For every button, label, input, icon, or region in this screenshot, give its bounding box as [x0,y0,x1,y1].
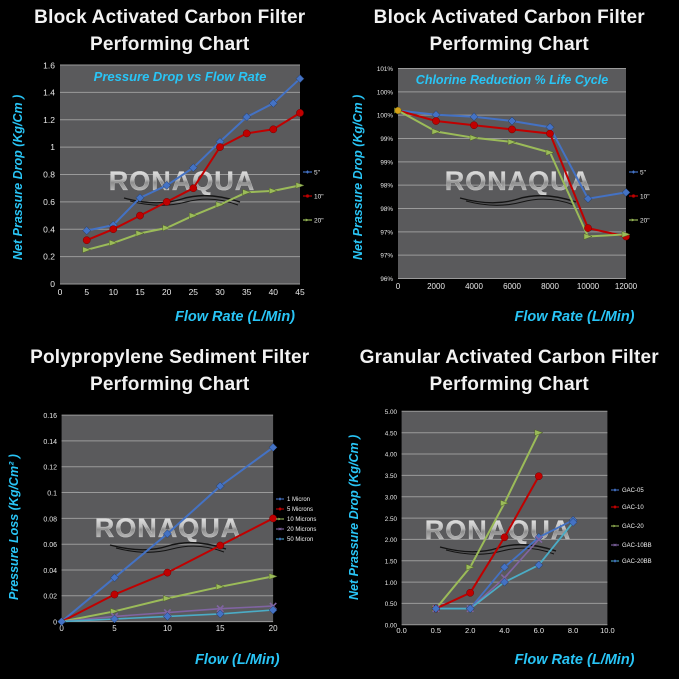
svg-text:0.0: 0.0 [396,626,406,635]
svg-text:99%: 99% [380,159,393,166]
svg-text:3.00: 3.00 [384,494,397,501]
svg-text:5": 5" [640,169,647,176]
svg-text:3.50: 3.50 [384,473,397,480]
svg-text:1: 1 [50,142,55,152]
svg-text:1.50: 1.50 [384,558,397,565]
svg-text:0.02: 0.02 [43,593,57,600]
svg-text:40: 40 [269,287,279,297]
svg-text:20: 20 [269,624,278,633]
svg-text:98%: 98% [380,206,393,213]
svg-text:6000: 6000 [503,282,521,291]
svg-text:15: 15 [135,287,145,297]
svg-text:99%: 99% [380,136,393,143]
svg-text:GAC-10BB: GAC-10BB [622,543,652,549]
svg-text:1.6: 1.6 [43,61,55,71]
svg-text:8.0: 8.0 [567,626,577,635]
svg-text:0: 0 [395,282,400,291]
svg-text:20": 20" [314,217,324,224]
svg-text:0.16: 0.16 [43,413,57,420]
svg-text:100%: 100% [376,113,393,120]
svg-text:12000: 12000 [614,282,637,291]
svg-text:97%: 97% [380,253,393,260]
svg-text:0.1: 0.1 [47,490,57,497]
svg-text:0.2: 0.2 [43,252,55,262]
svg-text:RONAQUA: RONAQUA [95,513,242,543]
svg-text:4.00: 4.00 [384,451,397,458]
svg-text:0.04: 0.04 [43,567,57,574]
svg-text:2.50: 2.50 [384,515,397,522]
svg-text:10 Microns: 10 Microns [287,517,316,523]
svg-text:5: 5 [112,624,117,633]
svg-text:96%: 96% [380,276,393,283]
svg-text:GAC-20BB: GAC-20BB [622,559,652,565]
svg-text:35: 35 [242,287,252,297]
svg-text:5": 5" [314,169,321,176]
svg-text:5 Microns: 5 Microns [287,507,313,513]
svg-text:0.6: 0.6 [43,197,55,207]
svg-text:0.4: 0.4 [43,224,55,234]
svg-text:Pressure Drop vs Flow Rate: Pressure Drop vs Flow Rate [94,69,267,84]
svg-text:0.08: 0.08 [43,516,57,523]
svg-text:45: 45 [295,287,305,297]
svg-text:2.0: 2.0 [464,626,474,635]
svg-text:0: 0 [53,619,57,626]
svg-text:1.00: 1.00 [384,579,397,586]
svg-text:Chlorine Reduction % Life Cycl: Chlorine Reduction % Life Cycle [415,73,607,87]
svg-text:8000: 8000 [541,282,559,291]
svg-text:2000: 2000 [427,282,445,291]
svg-text:0.8: 0.8 [43,170,55,180]
svg-text:50 Micron: 50 Micron [287,537,313,543]
svg-text:0.12: 0.12 [43,464,57,471]
svg-text:10: 10 [109,287,119,297]
svg-text:4.0: 4.0 [499,626,509,635]
svg-text:10": 10" [314,193,324,200]
svg-text:25: 25 [189,287,199,297]
svg-text:10000: 10000 [576,282,599,291]
svg-text:4.50: 4.50 [384,430,397,437]
svg-text:0.14: 0.14 [43,438,57,445]
svg-text:1.4: 1.4 [43,87,55,97]
svg-text:5: 5 [84,287,89,297]
svg-text:10.0: 10.0 [600,626,615,635]
svg-text:GAC-10: GAC-10 [622,505,644,511]
svg-text:2.00: 2.00 [384,537,397,544]
svg-text:1.2: 1.2 [43,115,55,125]
svg-text:0.5: 0.5 [430,626,440,635]
svg-text:6.0: 6.0 [533,626,543,635]
svg-text:0: 0 [58,287,63,297]
svg-text:0.06: 0.06 [43,542,57,549]
svg-text:5.00: 5.00 [384,409,397,416]
svg-text:98%: 98% [380,183,393,190]
svg-text:0: 0 [50,279,55,289]
svg-text:20: 20 [162,287,172,297]
svg-text:20 Microns: 20 Microns [287,527,316,533]
svg-text:20": 20" [640,217,650,224]
svg-text:101%: 101% [376,66,393,73]
svg-text:10": 10" [640,193,650,200]
svg-text:30: 30 [215,287,225,297]
svg-text:100%: 100% [376,89,393,96]
svg-text:97%: 97% [380,229,393,236]
svg-text:0.50: 0.50 [384,601,397,608]
svg-text:4000: 4000 [465,282,483,291]
svg-text:10: 10 [163,624,172,633]
svg-text:GAC-05: GAC-05 [622,488,644,494]
svg-text:1 Micron: 1 Micron [287,497,310,503]
svg-text:RONAQUA: RONAQUA [424,515,571,545]
svg-text:GAC-20: GAC-20 [622,524,644,530]
svg-text:RONAQUA: RONAQUA [109,166,256,196]
svg-text:15: 15 [216,624,225,633]
